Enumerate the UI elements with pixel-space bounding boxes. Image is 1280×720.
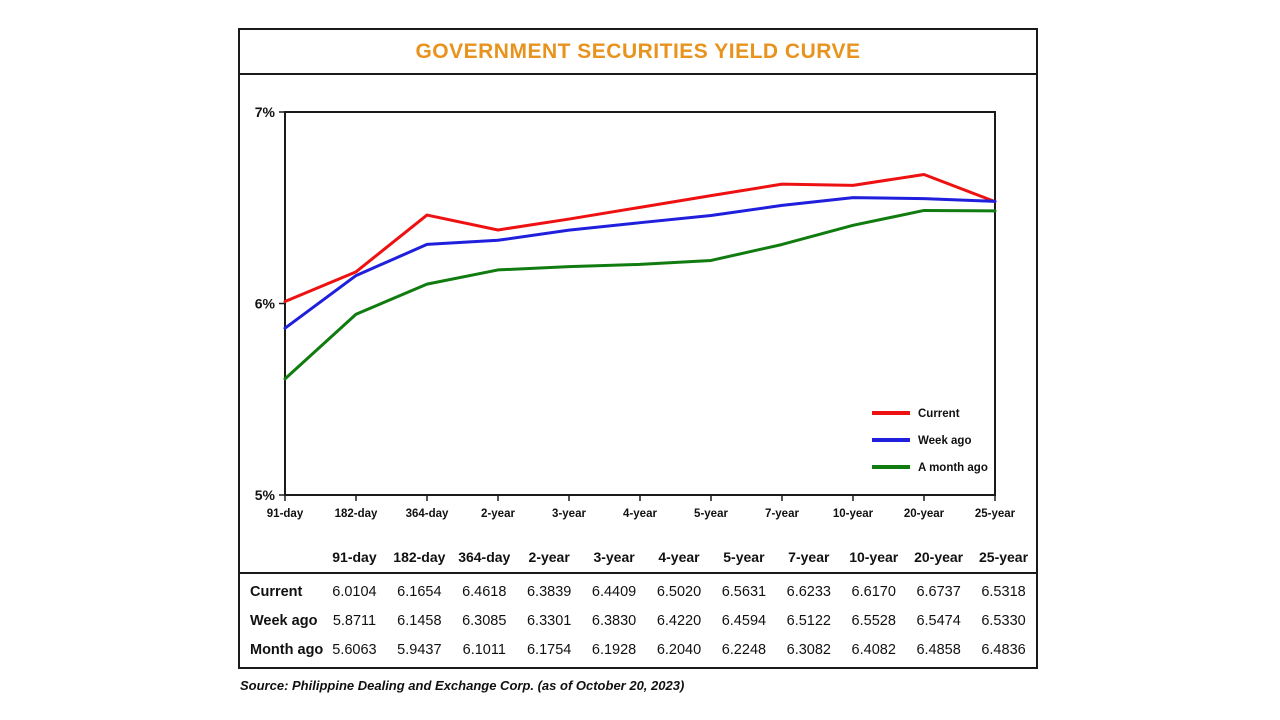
column-header: 2-year (528, 548, 570, 565)
x-axis-label: 20-year (904, 508, 945, 520)
table-cell: 6.3085 (462, 612, 507, 629)
table-row: Week ago 5.8711 6.1458 6.3085 6.3301 6.3830 6.… (240, 606, 1036, 635)
table-cell: 5.9437 (397, 641, 442, 658)
plot-frame (284, 111, 996, 496)
table-cell: 6.6170 (851, 583, 896, 600)
series-line-a-month-ago (283, 208, 997, 381)
table-row-label: Month ago (250, 641, 324, 658)
column-header: 20-year (914, 548, 964, 565)
source-caption: Source: Philippine Dealing and Exchange … (240, 678, 685, 693)
y-axis-label: 7% (255, 104, 276, 120)
table-cell: 6.3830 (591, 612, 637, 629)
table-cell: 6.5528 (851, 612, 896, 629)
table-cell: 6.1928 (591, 641, 637, 658)
column-header: 91-day (332, 548, 377, 565)
table-cell: 6.0104 (332, 583, 377, 600)
table-cell: 6.1754 (526, 641, 572, 658)
table-cell: 5.6063 (332, 641, 377, 658)
column-header: 364-day (458, 548, 511, 565)
table-cell: 6.5474 (916, 612, 961, 629)
column-header: 25-year (979, 548, 1029, 565)
table-cell: 6.4836 (981, 641, 1026, 658)
x-axis-label: 25-year (975, 508, 1016, 520)
table-row-label: Current (250, 583, 303, 600)
x-axis-label: 4-year (623, 508, 657, 520)
x-axis-label: 5-year (694, 508, 728, 520)
yield-curve-panel: GOVERNMENT SECURITIES YIELD CURVE 91-day… (238, 28, 1038, 669)
table-header-row: 91-day 182-day 364-day 2-year 3-year 4-year 5-… (240, 541, 1036, 574)
table-row-label: Week ago (250, 612, 318, 629)
title-bar: GOVERNMENT SECURITIES YIELD CURVE (240, 30, 1036, 75)
series-line-current (283, 172, 997, 304)
x-axis-label: 182-day (335, 508, 378, 520)
table-cell: 6.3839 (526, 583, 572, 600)
table-cell: 6.4220 (656, 612, 702, 629)
y-axis-label: 5% (255, 487, 276, 503)
table-cell: 6.6233 (786, 583, 831, 600)
x-axis-label: 2-year (481, 508, 515, 520)
table-cell: 6.5631 (721, 583, 767, 600)
column-header: 182-day (393, 548, 446, 565)
table-cell: 6.4594 (721, 612, 767, 629)
series-line-week-ago (283, 196, 997, 330)
legend-label: A month ago (918, 462, 988, 474)
legend-label: Current (918, 408, 960, 420)
table-cell: 6.4618 (462, 583, 507, 600)
chart-area: 91-day 182-day 364-day 2-year 3-year 4-year 5-… (240, 75, 1036, 541)
table-cell: 6.3082 (786, 641, 831, 658)
x-axis-label: 91-day (267, 508, 304, 520)
table-cell: 6.1458 (397, 612, 442, 629)
x-axis-label: 7-year (765, 508, 799, 520)
x-axis-label: 3-year (552, 508, 586, 520)
table-cell: 6.5122 (786, 612, 831, 629)
table-cell: 6.2248 (721, 641, 767, 658)
yield-curve-chart: 91-day 182-day 364-day 2-year 3-year 4-year 5-… (255, 104, 1016, 520)
table-cell: 5.8711 (332, 612, 377, 629)
table-cell: 6.4858 (916, 641, 961, 658)
table-cell: 6.5318 (981, 583, 1026, 600)
table-cell: 6.1011 (462, 641, 506, 658)
column-header: 5-year (723, 548, 765, 565)
table-cell: 6.4082 (851, 641, 896, 658)
column-header: 3-year (593, 548, 635, 565)
legend-label: Week ago (918, 435, 971, 447)
table-cell: 6.1654 (397, 583, 442, 600)
y-axis-label: 6% (255, 296, 276, 312)
table-cell: 6.5020 (656, 583, 702, 600)
table-body: Current 6.0104 6.1654 6.4618 6.3839 6.4409 6.5… (240, 574, 1036, 664)
column-header: 4-year (658, 548, 700, 565)
table-cell: 6.2040 (656, 641, 702, 658)
table-cell: 6.5330 (981, 612, 1026, 629)
table-cell: 6.6737 (916, 583, 961, 600)
table-cell: 6.3301 (526, 612, 572, 629)
page-title: GOVERNMENT SECURITIES YIELD CURVE (415, 39, 861, 63)
x-axis-label: 364-day (406, 508, 449, 520)
column-header: 10-year (849, 548, 899, 565)
table-row: Month ago 5.6063 5.9437 6.1011 6.1754 6.1928 6… (240, 635, 1036, 664)
x-axis-label: 10-year (833, 508, 874, 520)
table-row: Current 6.0104 6.1654 6.4618 6.3839 6.4409 6.5… (240, 577, 1036, 606)
column-header: 7-year (788, 548, 830, 565)
table-cell: 6.4409 (591, 583, 637, 600)
